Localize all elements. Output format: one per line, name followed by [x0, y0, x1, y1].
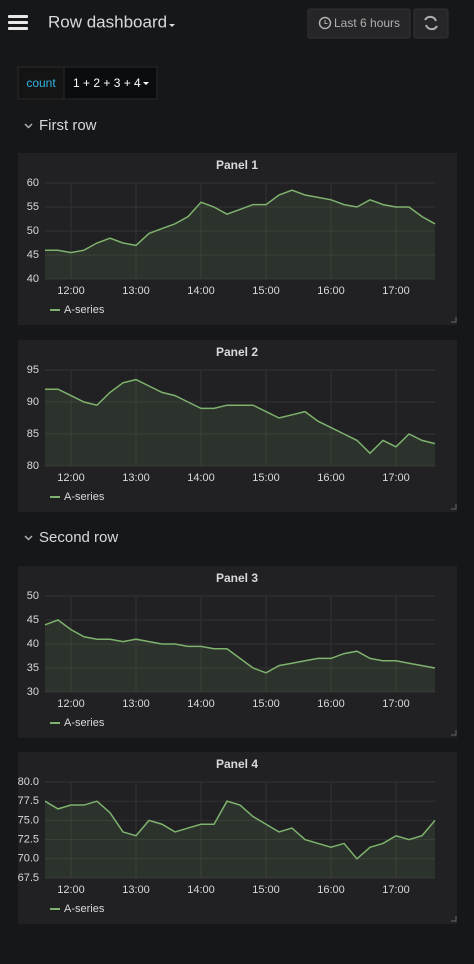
resize-handle — [451, 916, 457, 922]
row-title[interactable]: Second row — [39, 529, 118, 546]
x-tick-label: 12:00 — [57, 884, 85, 896]
x-tick-label: 13:00 — [122, 884, 150, 896]
row-title[interactable]: First row — [39, 117, 97, 134]
x-tick-label: 17:00 — [382, 285, 410, 297]
y-tick-label: 50 — [27, 590, 39, 602]
caret — [143, 82, 149, 85]
y-tick-label: 85 — [27, 428, 39, 440]
x-tick-label: 15:00 — [252, 884, 280, 896]
x-tick-label: 16:00 — [317, 698, 345, 710]
variable-value[interactable]: 1 + 2 + 3 + 4 — [73, 76, 141, 90]
x-tick-label: 16:00 — [317, 472, 345, 484]
series-line — [44, 619, 436, 674]
panel-title: Panel 1 — [216, 158, 258, 172]
x-tick-label: 15:00 — [252, 285, 280, 297]
x-tick-label: 14:00 — [187, 698, 215, 710]
y-tick-label: 40 — [27, 638, 39, 650]
series-line — [44, 800, 436, 860]
x-tick-label: 14:00 — [187, 472, 215, 484]
y-tick-label: 55 — [27, 201, 39, 213]
variable-select[interactable] — [63, 66, 158, 100]
x-tick-label: 12:00 — [57, 698, 85, 710]
time-range[interactable]: Last 6 hours — [334, 16, 400, 30]
variable-label: count — [26, 76, 56, 90]
x-tick-label: 17:00 — [382, 884, 410, 896]
refresh-icon — [424, 15, 438, 31]
series-area — [45, 379, 435, 466]
variable-label-box — [17, 66, 65, 100]
resize-handle — [451, 317, 457, 323]
x-tick-label: 16:00 — [317, 285, 345, 297]
series-area — [45, 190, 435, 279]
legend-label: A-series — [64, 491, 105, 503]
y-tick-label: 60 — [27, 177, 39, 189]
legend-label: A-series — [64, 903, 105, 915]
x-tick-label: 14:00 — [187, 884, 215, 896]
panel-title: Panel 3 — [216, 571, 258, 585]
y-tick-label: 67.5 — [18, 872, 39, 884]
y-tick-label: 40 — [27, 273, 39, 285]
y-tick-label: 70.0 — [18, 853, 39, 865]
x-tick-label: 13:00 — [122, 698, 150, 710]
panel — [18, 153, 457, 325]
y-tick-label: 30 — [27, 686, 39, 698]
panel — [18, 340, 457, 512]
y-tick-label: 80.0 — [18, 776, 39, 788]
series-area — [45, 620, 435, 692]
legend-label: A-series — [64, 717, 105, 729]
x-tick-label: 16:00 — [317, 884, 345, 896]
x-tick-label: 15:00 — [252, 472, 280, 484]
x-tick-label: 17:00 — [382, 472, 410, 484]
series-line — [45, 378, 436, 455]
x-tick-label: 13:00 — [122, 472, 150, 484]
x-tick-label: 15:00 — [252, 698, 280, 710]
x-tick-label: 12:00 — [57, 472, 85, 484]
y-tick-label: 80 — [27, 460, 39, 472]
refresh-button[interactable] — [413, 8, 449, 39]
panel — [18, 752, 457, 924]
legend-label: A-series — [64, 304, 105, 316]
y-tick-label: 95 — [27, 364, 39, 376]
resize-handle — [451, 504, 457, 510]
y-tick-label: 90 — [27, 396, 39, 408]
y-tick-label: 45 — [27, 249, 39, 261]
y-tick-label: 50 — [27, 225, 39, 237]
row-chevron[interactable] — [24, 535, 33, 541]
time-picker[interactable] — [307, 8, 411, 39]
x-tick-label: 12:00 — [57, 285, 85, 297]
y-tick-label: 75.0 — [18, 814, 39, 826]
panel-title: Panel 2 — [216, 345, 258, 359]
row-chevron[interactable] — [24, 123, 33, 129]
x-tick-label: 14:00 — [187, 285, 215, 297]
menu-button[interactable] — [8, 15, 28, 30]
panel-title: Panel 4 — [216, 757, 258, 771]
clock-hands — [324, 20, 328, 24]
series-area — [45, 801, 435, 878]
y-tick-label: 35 — [27, 662, 39, 674]
clock-icon — [318, 16, 332, 30]
resize-handle — [451, 730, 457, 736]
series-line — [45, 189, 436, 254]
caret — [169, 24, 175, 27]
y-tick-label: 77.5 — [18, 795, 39, 807]
y-tick-label: 45 — [27, 614, 39, 626]
x-tick-label: 13:00 — [122, 285, 150, 297]
dashboard-title[interactable]: Row dashboard — [48, 12, 167, 31]
x-tick-label: 17:00 — [382, 698, 410, 710]
y-tick-label: 72.5 — [18, 834, 39, 846]
panel — [18, 566, 457, 738]
